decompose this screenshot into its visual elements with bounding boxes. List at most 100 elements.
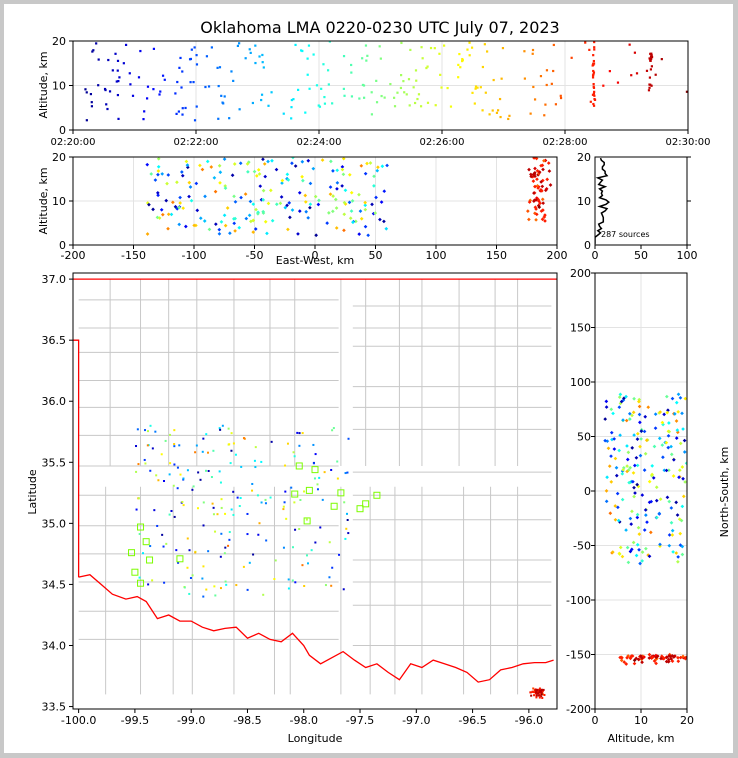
ew-source-point (203, 194, 207, 199)
time-source-point (158, 93, 161, 96)
time-source-point (426, 101, 430, 104)
time-source-point (559, 94, 562, 97)
ew-source-point (228, 231, 232, 236)
plan-source-point (534, 692, 537, 695)
ns-source-point (625, 444, 629, 448)
plan-source-point (242, 437, 245, 440)
time-source-point (425, 66, 428, 70)
ew-source-point (331, 169, 335, 173)
time-source-point (440, 86, 443, 89)
time-source-point (483, 43, 486, 46)
time-source-point (143, 110, 146, 113)
ns-source-point (676, 559, 680, 564)
ew-source-point (280, 178, 285, 183)
ns-source-point (654, 498, 659, 503)
plan-source-point (199, 478, 202, 481)
ew-source-point (262, 162, 267, 166)
ns-source-point (657, 436, 662, 441)
time-source-point (592, 73, 595, 76)
ew-source-point (334, 226, 339, 230)
ns-source-point (661, 656, 666, 660)
time-source-point (457, 63, 460, 67)
ew-source-point (341, 172, 346, 177)
plan-source-point (332, 427, 335, 430)
plan-source-point (230, 508, 233, 511)
ew-source-point (363, 171, 368, 176)
plan-source-point (533, 691, 536, 694)
county-line (365, 279, 371, 695)
ew-source-point (544, 187, 549, 191)
ns-source-point (630, 446, 635, 450)
ew-source-point (151, 207, 155, 212)
hist-tick-label: 50 (634, 249, 648, 262)
ew-source-point (178, 201, 182, 205)
ns-source-point (618, 545, 623, 550)
time-source-point (307, 44, 311, 47)
ew-source-point (258, 184, 263, 189)
ns-source-point (639, 429, 644, 433)
time-source-point (221, 101, 224, 104)
time-source-point (317, 104, 320, 107)
time-source-point (488, 113, 491, 116)
plan-source-point (262, 593, 265, 596)
time-source-point (238, 108, 241, 111)
time-source-point (181, 107, 184, 110)
ns-source-point (671, 550, 675, 554)
time-source-point (417, 93, 421, 96)
ns-source-point (669, 444, 673, 449)
ew-source-point (370, 202, 374, 207)
plan-source-point (135, 445, 138, 448)
ew-tick-label: 10 (52, 195, 66, 208)
plan-source-point (537, 694, 540, 697)
plan-tick-label: -98.5 (233, 714, 261, 727)
plan-tick-label: 36.5 (42, 334, 67, 347)
ew-source-point (233, 229, 237, 233)
time-source-point (343, 94, 346, 97)
ew-source-point (357, 192, 361, 197)
time-source-point (552, 69, 555, 73)
plan-source-point (246, 512, 249, 515)
plan-source-point (151, 579, 154, 582)
ew-source-point (297, 190, 302, 195)
time-source-point (396, 91, 399, 94)
time-source-point (544, 103, 547, 106)
ns-source-point (669, 452, 674, 457)
ns-source-point (604, 399, 609, 404)
ew-source-point (187, 180, 192, 185)
ew-source-point (540, 184, 545, 189)
time-source-point (146, 85, 150, 88)
ew-source-point (233, 216, 238, 221)
ns-source-point (627, 417, 632, 421)
time-source-point (195, 54, 198, 57)
time-source-point (350, 71, 353, 74)
ew-source-point (223, 184, 228, 188)
ns-source-point (647, 479, 652, 484)
time-source-point (111, 69, 114, 72)
time-source-point (593, 48, 596, 51)
plan-source-point (301, 432, 304, 435)
lma-station-marker (176, 555, 184, 563)
ew-source-point (257, 172, 262, 176)
time-source-point (486, 50, 489, 53)
time-source-point (608, 70, 611, 73)
ew-source-point (217, 163, 222, 168)
ns-source-point (676, 392, 681, 397)
ns-source-point (667, 468, 671, 473)
time-source-point (592, 59, 595, 63)
ew-source-point (233, 200, 238, 204)
ew-tick-label: 150 (486, 249, 507, 262)
plan-source-point (175, 549, 178, 552)
ns-tick-label: 150 (570, 322, 591, 335)
plan-tick-label: -97.5 (346, 714, 374, 727)
ns-source-point (639, 437, 643, 441)
time-source-point (318, 105, 322, 108)
time-source-point (90, 101, 93, 104)
plan-source-point (344, 472, 347, 475)
plan-source-point (207, 469, 210, 472)
plan-source-point (194, 451, 197, 454)
ew-source-point (169, 212, 174, 217)
time-source-point (413, 101, 417, 105)
time-source-point (461, 57, 464, 61)
time-source-point (174, 92, 177, 95)
ns-source-point (674, 400, 679, 405)
